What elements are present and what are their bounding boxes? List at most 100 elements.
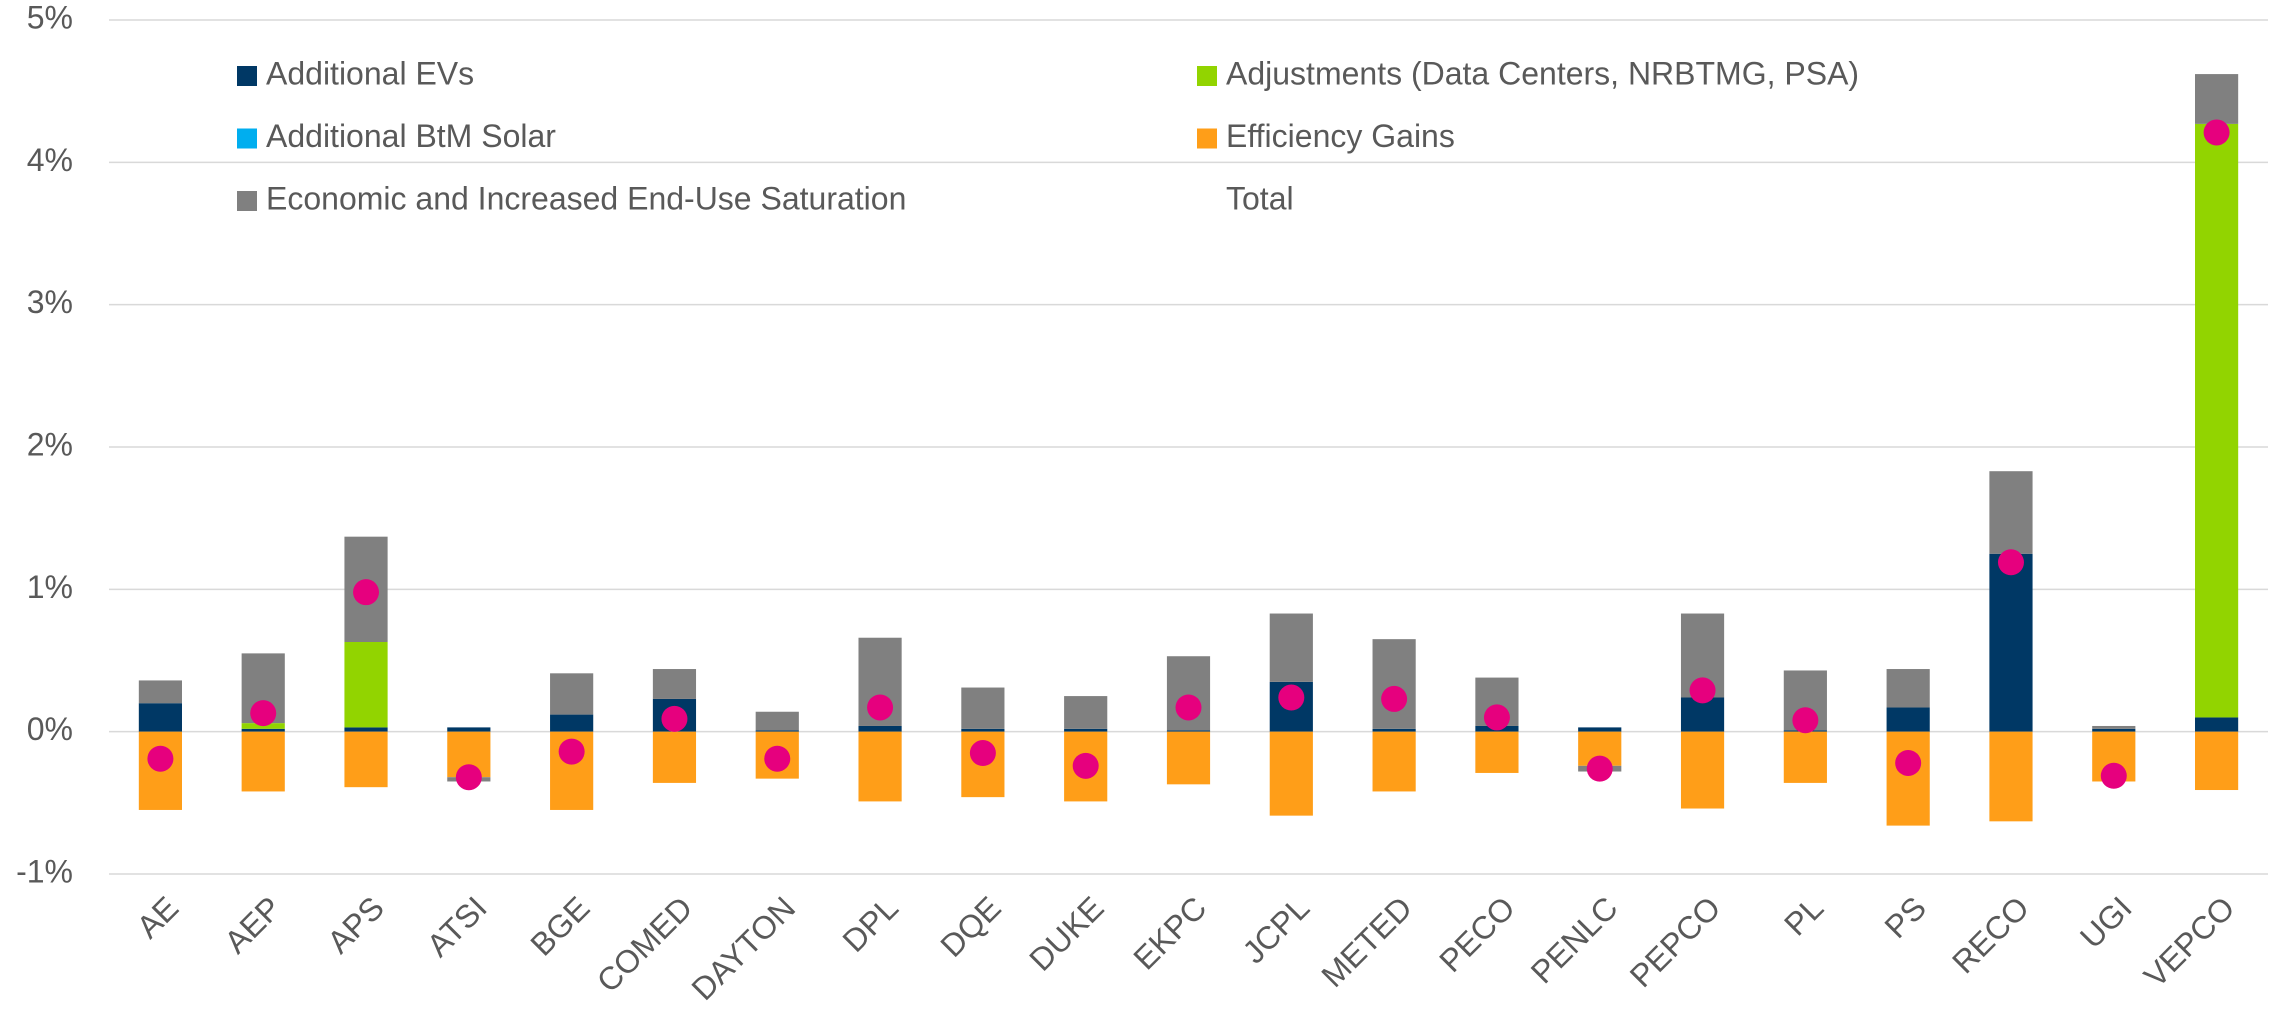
bar-segment bbox=[1886, 669, 1930, 708]
bar-segment bbox=[2195, 731, 2239, 791]
legend-swatch bbox=[237, 66, 257, 86]
total-dot bbox=[558, 738, 585, 765]
bar-segment bbox=[2195, 717, 2239, 732]
bar-segment bbox=[550, 714, 594, 732]
bar-segment bbox=[344, 727, 388, 732]
bar-segment bbox=[1166, 730, 1211, 732]
total-dot bbox=[250, 700, 277, 727]
bar-segment bbox=[1269, 613, 1313, 682]
x-tick-label: PS bbox=[1877, 889, 1933, 945]
x-tick-label: VEPCO bbox=[2137, 889, 2242, 994]
legend-label: Additional BtM Solar bbox=[266, 118, 556, 154]
total-dot bbox=[764, 745, 791, 772]
total-dot bbox=[661, 705, 688, 732]
bar-segment bbox=[550, 673, 594, 715]
total-dot bbox=[1175, 694, 1202, 721]
bar-segment bbox=[1989, 731, 2033, 822]
legend-swatch bbox=[237, 191, 257, 211]
total-dot bbox=[353, 579, 380, 606]
total-dot bbox=[1997, 549, 2024, 576]
x-tick-label: METED bbox=[1314, 889, 1419, 994]
bar-segment bbox=[1269, 731, 1313, 816]
bar-segment bbox=[961, 687, 1005, 729]
bar-segment bbox=[1166, 731, 1211, 785]
total-dot bbox=[1381, 685, 1408, 712]
bar-segment bbox=[2195, 123, 2239, 718]
bar-segment bbox=[1578, 727, 1622, 732]
y-tick-label: 2% bbox=[27, 426, 73, 462]
total-dot bbox=[1689, 677, 1716, 704]
bar-segment bbox=[138, 703, 182, 732]
total-dot bbox=[1278, 684, 1305, 711]
x-tick-label: PEPCO bbox=[1623, 889, 1728, 994]
bar-segment bbox=[858, 731, 902, 802]
bar-segment bbox=[858, 725, 902, 732]
x-tick-label: APS bbox=[320, 889, 391, 960]
y-tick-label: 0% bbox=[27, 711, 73, 747]
bar-segment bbox=[652, 669, 697, 699]
bar-segment bbox=[755, 730, 799, 732]
bar-segment bbox=[1475, 731, 1519, 773]
bar-segment bbox=[2092, 728, 2136, 732]
legend-label: Additional EVs bbox=[266, 55, 474, 91]
total-dot bbox=[1072, 752, 1099, 779]
x-tick-label: EKPC bbox=[1126, 889, 1213, 976]
x-tick-label: PENLC bbox=[1524, 889, 1625, 990]
legend-swatch bbox=[1197, 128, 1217, 149]
bar-segment bbox=[1372, 731, 1416, 792]
x-tick-label: DPL bbox=[836, 889, 905, 958]
bar-segment bbox=[1372, 639, 1416, 729]
legend-label: Efficiency Gains bbox=[1226, 118, 1455, 154]
x-tick-label: COMED bbox=[590, 889, 700, 999]
y-tick-label: 1% bbox=[27, 569, 73, 605]
x-tick-label: RECO bbox=[1945, 889, 2036, 980]
total-dot bbox=[1586, 755, 1613, 782]
total-dot bbox=[1792, 707, 1819, 734]
total-dot bbox=[455, 764, 482, 791]
y-tick-label: 3% bbox=[27, 284, 73, 320]
bar-segment bbox=[961, 728, 1005, 732]
bar-segment bbox=[652, 731, 697, 783]
legend-label: Economic and Increased End-Use Saturatio… bbox=[266, 180, 906, 216]
bar-segment bbox=[138, 680, 182, 704]
bar-segment bbox=[344, 641, 388, 728]
bar-segment bbox=[1783, 731, 1827, 783]
legend-label: Total bbox=[1226, 180, 1294, 216]
bar-segment bbox=[1886, 707, 1930, 732]
y-tick-label: 4% bbox=[27, 142, 73, 178]
x-tick-label: JCPL bbox=[1235, 889, 1316, 970]
bar-segment bbox=[344, 731, 388, 788]
x-tick-label: PECO bbox=[1432, 889, 1522, 979]
x-tick-label: DQE bbox=[933, 889, 1007, 963]
bar-segment bbox=[1680, 731, 1725, 809]
x-tick-label: DUKE bbox=[1022, 889, 1110, 977]
total-dot bbox=[147, 745, 174, 772]
x-tick-label: UGI bbox=[2073, 889, 2139, 955]
total-dot bbox=[867, 694, 894, 721]
legend-swatch bbox=[237, 128, 257, 149]
y-tick-label: -1% bbox=[16, 853, 73, 889]
bar-segment bbox=[1064, 728, 1108, 732]
total-dot bbox=[2203, 119, 2230, 146]
bar-segment bbox=[1989, 471, 2033, 554]
x-tick-label: PL bbox=[1777, 889, 1830, 942]
legend-swatch bbox=[1197, 66, 1217, 86]
total-dot bbox=[1483, 704, 1510, 731]
total-dot bbox=[969, 740, 996, 767]
legend-label: Adjustments (Data Centers, NRBTMG, PSA) bbox=[1226, 55, 1859, 91]
bar-segment bbox=[241, 728, 285, 732]
bar-segment bbox=[241, 731, 285, 792]
total-dot bbox=[1895, 749, 1922, 776]
bar-segment bbox=[1372, 728, 1416, 732]
bar-segment bbox=[1989, 553, 2033, 732]
x-tick-label: AE bbox=[130, 889, 186, 945]
bar-segment bbox=[447, 727, 491, 732]
x-tick-label: DAYTON bbox=[685, 889, 803, 1007]
total-dot bbox=[2100, 762, 2127, 789]
bar-segment bbox=[2092, 725, 2136, 729]
bar-segment bbox=[1064, 696, 1108, 729]
x-tick-label: BGE bbox=[523, 889, 596, 962]
bar-segment bbox=[755, 711, 799, 731]
bar-segment bbox=[1886, 731, 1930, 826]
